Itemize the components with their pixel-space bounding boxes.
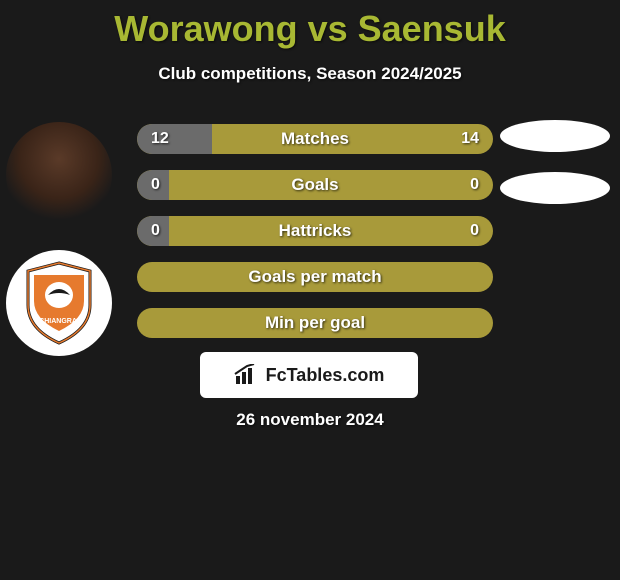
stat-value-right: 0	[470, 176, 479, 194]
stat-bar-min-per-goal: Min per goal	[137, 308, 493, 338]
left-avatars: CHIANGRAI	[6, 122, 112, 356]
stat-label: Goals per match	[248, 267, 381, 287]
chart-icon	[234, 364, 260, 386]
club-avatar: CHIANGRAI	[6, 250, 112, 356]
stat-label: Hattricks	[279, 221, 352, 241]
date-text: 26 november 2024	[0, 410, 620, 430]
stat-value-left: 0	[151, 222, 160, 240]
stat-bar-goals: 0 Goals 0	[137, 170, 493, 200]
stat-bar-matches: 12 Matches 14	[137, 124, 493, 154]
stat-bar-hattricks: 0 Hattricks 0	[137, 216, 493, 246]
stat-bar-goals-per-match: Goals per match	[137, 262, 493, 292]
stat-value-left: 12	[151, 130, 169, 148]
svg-text:CHIANGRAI: CHIANGRAI	[39, 318, 79, 325]
stat-label: Matches	[281, 129, 349, 149]
club-shield-icon: CHIANGRAI	[24, 261, 94, 345]
stat-value-left: 0	[151, 176, 160, 194]
opponent-club-placeholder	[500, 172, 610, 204]
stat-fill-left	[137, 124, 212, 154]
right-avatars	[500, 120, 610, 204]
brand-text: FcTables.com	[266, 365, 385, 386]
stat-value-right: 14	[461, 130, 479, 148]
opponent-avatar-placeholder	[500, 120, 610, 152]
stat-label: Min per goal	[265, 313, 365, 333]
page-title: Worawong vs Saensuk	[0, 0, 620, 50]
stat-label: Goals	[291, 175, 338, 195]
subtitle: Club competitions, Season 2024/2025	[0, 64, 620, 84]
stat-bars: 12 Matches 14 0 Goals 0 0 Hattricks 0 Go…	[137, 124, 493, 338]
player-avatar	[6, 122, 112, 228]
stat-value-right: 0	[470, 222, 479, 240]
brand-box[interactable]: FcTables.com	[200, 352, 418, 398]
